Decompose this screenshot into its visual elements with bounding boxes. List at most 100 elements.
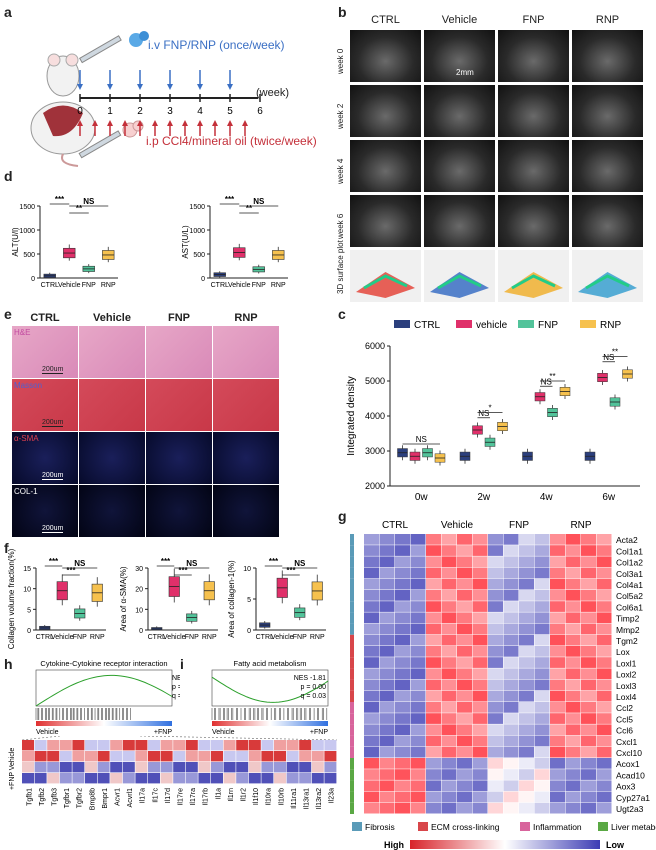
heatmap-cell [395,746,410,758]
heatmap-cell [596,545,612,556]
histology-col-header: CTRL [30,312,60,324]
gene-label: Timp2 [616,614,640,624]
heatmap-cell [472,668,488,680]
heatmap-cell [426,758,441,769]
heatmap-cell [488,702,503,713]
heatmap-cell [596,802,612,814]
sig-label: NS [253,197,265,206]
heatmap-cell [596,769,612,780]
ultrasound-cell [572,195,643,247]
heatmap-cell [410,590,426,601]
heatmap-cell [519,791,534,803]
histology-cell [213,485,279,537]
heatmap-cell [534,567,550,579]
heatmap-cell [503,758,519,769]
heatmap-cell [441,668,457,680]
heatmap-cell [379,634,395,646]
heatmap-cell [596,758,612,769]
heatmap-cell [379,556,395,568]
histology-cell [146,485,212,537]
heatmap-cell [441,758,457,769]
heatmap-cell [160,751,173,762]
heatmap-cell [596,567,612,579]
heatmap-cell [596,735,612,747]
surface-plot-cell [498,250,569,302]
heatmap-cell [173,762,186,773]
heatmap-cell [596,634,612,646]
week-unit: (week) [256,87,290,99]
ultrasound-cell [498,30,569,82]
heatmap-cell [410,724,426,736]
heatmap-cell [534,657,550,668]
heatmap-cell [395,791,410,803]
heatmap-cell [581,668,596,680]
heatmap-cell [261,773,274,784]
y-tick-label: 5 [247,597,251,604]
heatmap-cell [173,751,186,762]
heatmap-cell [519,556,534,568]
heatmap-cell [488,791,503,803]
heatmap-cell [34,762,47,773]
heatmap-cell [236,751,249,762]
y-axis-label: ALT(U/l) [11,227,20,257]
heatmap-cell [364,758,379,769]
heatmap-cell [488,534,503,545]
gene-label: Bmp8b [89,788,96,810]
heatmap-cell [211,740,223,751]
gsea-title: Cytokine-Cytokine receptor interaction [40,659,167,668]
heatmap-cell [488,746,503,758]
sig-label: NS [83,197,95,206]
heatmap-cell [550,578,565,590]
heatmap-cell [311,751,324,762]
heatmap-cell [364,735,379,747]
heatmap-cell [364,567,379,579]
y-tick-label: 10 [23,587,31,594]
heatmap-cell [185,773,198,784]
heatmap-cell [488,780,503,792]
gene-label: Il1a [215,788,222,799]
heatmap-cell [519,724,534,736]
heatmap-cell [550,780,565,792]
heatmap-cell [410,690,426,702]
heatmap-cell [223,740,236,751]
heatmap-cell [534,713,550,724]
timeline-tick-label: 2 [137,106,143,117]
heatmap-cell [364,802,379,814]
timeline-tick-label: 6 [257,106,263,117]
heatmap-cell [441,657,457,668]
x-tick-label: Vehicle [271,634,294,641]
heatmap-cell [441,634,457,646]
heatmap-cell [364,791,379,803]
gene-label: Il17re [178,788,185,806]
heatmap-cell [581,758,596,769]
heatmap-cell [503,690,519,702]
heatmap-cell [395,623,410,635]
gsea-right-label: +FNP [154,729,172,736]
heatmap-cell [534,545,550,556]
heatmap-cell [364,634,379,646]
heatmap-cell [379,735,395,747]
heatmap-cell [503,668,519,680]
heatmap-cell [410,534,426,545]
heatmap-cell [379,713,395,724]
heatmap-cell [395,534,410,545]
heatmap-cell [122,751,135,762]
heatmap-cell [519,623,534,635]
scale-high-label: High [384,840,404,850]
gene-label: Ccl2 [616,703,633,713]
heatmap-row-annotation [350,758,354,770]
heatmap-cell [550,657,565,668]
histology-cell [146,326,212,378]
panel-c-letter: c [338,306,346,322]
heatmap-row-annotation [350,713,354,725]
heatmap-cell [364,578,379,590]
heatmap-cell [410,746,426,758]
heatmap-cell [596,668,612,680]
heatmap-cell [503,634,519,646]
ultrasound-cell [424,85,495,137]
heatmap-cell [457,623,472,635]
heatmap-cell [565,702,581,713]
heatmap-cell [488,556,503,568]
heatmap-cell [261,751,274,762]
timeline-tick-label: 0 [77,106,83,117]
